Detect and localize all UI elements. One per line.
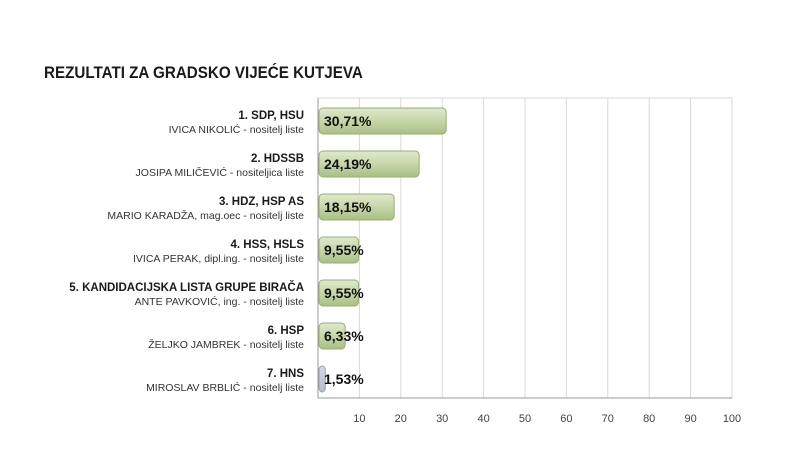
- bar-value-label: 9,55%: [324, 285, 364, 301]
- chart-title: REZULTATI ZA GRADSKO VIJEĆE KUTJEVA: [44, 64, 363, 82]
- x-tick-label: 70: [602, 413, 614, 425]
- party-label: 4. HSS, HSLS: [231, 239, 305, 251]
- candidate-label: IVICA NIKOLIĆ - nositelj liste: [169, 123, 305, 136]
- x-tick-label: 80: [643, 413, 655, 425]
- party-label: 7. HNS: [267, 368, 304, 380]
- bar: [318, 193, 395, 221]
- bar: [318, 150, 420, 178]
- bar-value-label: 18,15%: [324, 199, 372, 215]
- bar-value-label: 24,19%: [324, 156, 372, 172]
- x-tick-label: 60: [560, 413, 572, 425]
- party-label: 6. HSP: [268, 325, 305, 337]
- candidate-label: ŽELJKO JAMBREK - nositelj liste: [148, 338, 304, 351]
- party-label: 5. KANDIDACIJSKA LISTA GRUPE BIRAČA: [69, 281, 304, 294]
- x-tick-label: 90: [684, 413, 696, 425]
- candidate-label: MIROSLAV BRBLIĆ - nositelj liste: [146, 381, 304, 394]
- x-tick-label: 30: [436, 413, 448, 425]
- x-tick-label: 40: [477, 413, 489, 425]
- x-tick-label: 100: [723, 413, 741, 425]
- bar: [318, 236, 360, 264]
- candidate-label: IVICA PERAK, dipl.ing. - nositelj liste: [133, 253, 304, 265]
- party-label: 3. HDZ, HSP AS: [219, 196, 304, 208]
- party-label: 2. HDSSB: [251, 153, 304, 165]
- x-tick-label: 50: [519, 413, 531, 425]
- x-tick-label: 10: [353, 413, 365, 425]
- bar-value-label: 9,55%: [324, 242, 364, 258]
- bar: [318, 365, 326, 393]
- party-label: 1. SDP, HSU: [238, 110, 304, 122]
- candidate-label: MARIO KARADŽA, mag.oec - nositelj liste: [107, 209, 304, 222]
- candidate-label: JOSIPA MILIČEVIĆ - nositeljica liste: [136, 166, 305, 179]
- bar-value-label: 6,33%: [324, 328, 364, 344]
- bar-value-label: 1,53%: [324, 371, 364, 387]
- x-tick-label: 20: [395, 413, 407, 425]
- candidate-label: ANTE PAVKOVIĆ, ing. - nositelj liste: [135, 295, 305, 308]
- bar: [318, 322, 346, 350]
- bar-value-label: 30,71%: [324, 113, 372, 129]
- bar: [318, 107, 447, 135]
- bar: [318, 279, 360, 307]
